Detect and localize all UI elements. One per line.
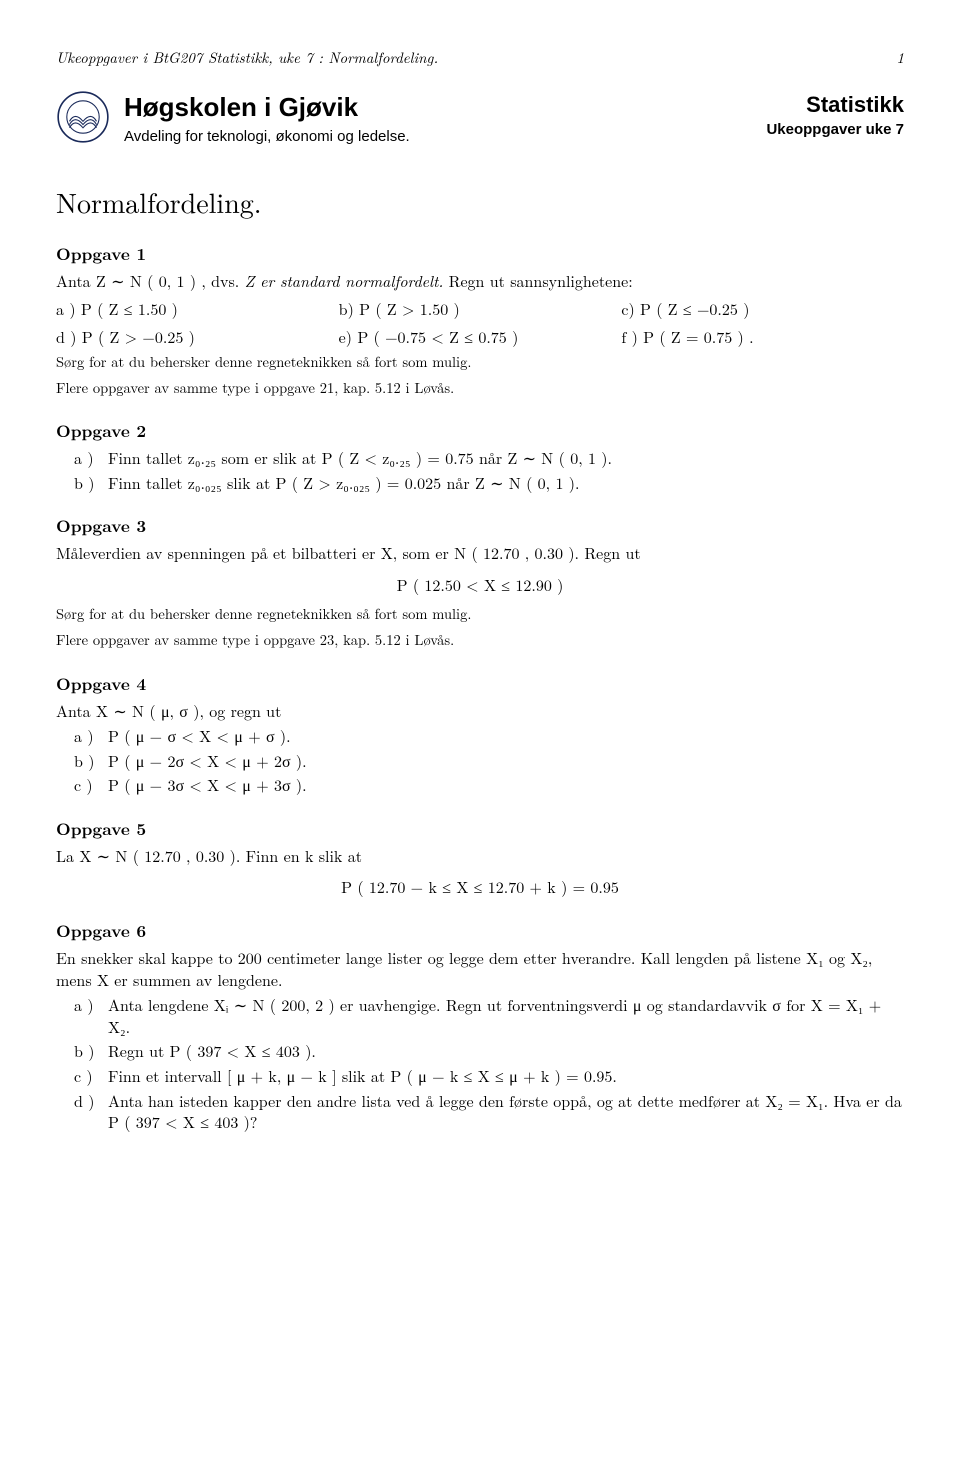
list-text: Regn ut P ( 397 < X ≤ 403 ). bbox=[108, 1040, 316, 1062]
document-masthead: Høgskolen i Gjøvik Avdeling for teknolog… bbox=[56, 90, 904, 147]
oppgave-6-c: c ) Finn et intervall [ μ + k, μ − k ] s… bbox=[56, 1065, 904, 1087]
oppgave-1-note-2: Flere oppgaver av samme type i oppgave 2… bbox=[56, 379, 904, 399]
list-label: c ) bbox=[74, 774, 100, 796]
list-text: Finn tallet z₀.₀₂₅ slik at P ( Z > z₀.₀₂… bbox=[108, 472, 579, 494]
oppgave-2-a: a ) Finn tallet z₀.₂₅ som er slik at P (… bbox=[56, 447, 904, 469]
oppgave-1-row-2: d ) P ( Z > −0.25 ) e) P ( −0.75 < Z ≤ 0… bbox=[56, 326, 904, 348]
oppgave-5-heading: Oppgave 5 bbox=[56, 818, 904, 841]
list-text: P ( μ − 3σ < X < μ + 3σ ). bbox=[108, 774, 307, 796]
document-title: Normalfordeling. bbox=[56, 184, 904, 222]
oppgave-1-note-1: Sørg for at du behersker denne regnetekn… bbox=[56, 353, 904, 373]
list-text: Anta han isteden kapper den andre lista … bbox=[108, 1090, 904, 1133]
list-label: a ) bbox=[74, 725, 100, 747]
course-block: Statistikk Ukeoppgaver uke 7 bbox=[766, 90, 904, 140]
oppgave-4-b: b ) P ( μ − 2σ < X < μ + 2σ ). bbox=[56, 750, 904, 772]
institution-name: Høgskolen i Gjøvik bbox=[124, 90, 752, 125]
oppgave-1-intro: Anta Z ∼ N ( 0, 1 ) , dvs. Z er standard… bbox=[56, 270, 904, 292]
oppgave-1-f: f ) P ( Z = 0.75 ) . bbox=[621, 326, 904, 348]
list-text: Finn et intervall [ μ + k, μ − k ] slik … bbox=[108, 1065, 617, 1087]
running-header-left: Ukeoppgaver i BtG207 Statistikk, uke 7 :… bbox=[56, 48, 438, 68]
list-text: P ( μ − 2σ < X < μ + 2σ ). bbox=[108, 750, 307, 772]
oppgave-1-row-1: a ) P ( Z ≤ 1.50 ) b) P ( Z > 1.50 ) c) … bbox=[56, 298, 904, 320]
course-name: Statistikk bbox=[766, 90, 904, 120]
list-label: a ) bbox=[74, 994, 100, 1037]
oppgave-6-a: a ) Anta lengdene Xᵢ ∼ N ( 200, 2 ) er u… bbox=[56, 994, 904, 1037]
list-label: c ) bbox=[74, 1065, 100, 1087]
oppgave-4-heading: Oppgave 4 bbox=[56, 673, 904, 696]
oppgave-1-heading: Oppgave 1 bbox=[56, 243, 904, 266]
oppgave-1-intro-c: Regn ut sannsynlighetene: bbox=[443, 269, 632, 292]
running-header-page: 1 bbox=[896, 48, 904, 68]
oppgave-1-a: a ) P ( Z ≤ 1.50 ) bbox=[56, 298, 339, 320]
oppgave-2-heading: Oppgave 2 bbox=[56, 420, 904, 443]
oppgave-6-intro: En snekker skal kappe to 200 centimeter … bbox=[56, 947, 904, 990]
institution-logo-icon bbox=[56, 90, 110, 144]
oppgave-1-b: b) P ( Z > 1.50 ) bbox=[339, 298, 622, 320]
oppgave-1-d: d ) P ( Z > −0.25 ) bbox=[56, 326, 339, 348]
institution-block: Høgskolen i Gjøvik Avdeling for teknolog… bbox=[124, 90, 752, 147]
oppgave-2-b: b ) Finn tallet z₀.₀₂₅ slik at P ( Z > z… bbox=[56, 472, 904, 494]
oppgave-3-heading: Oppgave 3 bbox=[56, 515, 904, 538]
oppgave-4-c: c ) P ( μ − 3σ < X < μ + 3σ ). bbox=[56, 774, 904, 796]
oppgave-3-equation: P ( 12.50 < X ≤ 12.90 ) bbox=[56, 574, 904, 596]
list-text: P ( μ − σ < X < μ + σ ). bbox=[108, 725, 291, 747]
running-header: Ukeoppgaver i BtG207 Statistikk, uke 7 :… bbox=[56, 48, 904, 68]
institution-department: Avdeling for teknologi, økonomi og ledel… bbox=[124, 127, 752, 147]
oppgave-1-c: c) P ( Z ≤ −0.25 ) bbox=[621, 298, 904, 320]
oppgave-6-b: b ) Regn ut P ( 397 < X ≤ 403 ). bbox=[56, 1040, 904, 1062]
oppgave-6-d: d ) Anta han isteden kapper den andre li… bbox=[56, 1090, 904, 1133]
list-text: Finn tallet z₀.₂₅ som er slik at P ( Z <… bbox=[108, 447, 612, 469]
oppgave-6-heading: Oppgave 6 bbox=[56, 920, 904, 943]
assignment-label: Ukeoppgaver uke 7 bbox=[766, 120, 904, 140]
oppgave-1-e: e) P ( −0.75 < Z ≤ 0.75 ) bbox=[339, 326, 622, 348]
oppgave-5-intro: La X ∼ N ( 12.70 , 0.30 ). Finn en k sli… bbox=[56, 845, 904, 867]
list-label: b ) bbox=[74, 1040, 100, 1062]
oppgave-1-intro-a: Anta Z ∼ N ( 0, 1 ) , dvs. bbox=[56, 269, 245, 292]
list-label: d ) bbox=[74, 1090, 100, 1133]
oppgave-4-intro: Anta X ∼ N ( μ, σ ), og regn ut bbox=[56, 700, 904, 722]
list-label: b ) bbox=[74, 750, 100, 772]
oppgave-3-note-1: Sørg for at du behersker denne regnetekn… bbox=[56, 605, 904, 625]
oppgave-5-equation: P ( 12.70 − k ≤ X ≤ 12.70 + k ) = 0.95 bbox=[56, 876, 904, 898]
oppgave-3-note-2: Flere oppgaver av samme type i oppgave 2… bbox=[56, 631, 904, 651]
oppgave-3-intro: Måleverdien av spenningen på et bilbatte… bbox=[56, 542, 904, 564]
oppgave-4-a: a ) P ( μ − σ < X < μ + σ ). bbox=[56, 725, 904, 747]
list-text: Anta lengdene Xᵢ ∼ N ( 200, 2 ) er uavhe… bbox=[108, 994, 904, 1037]
list-label: b ) bbox=[74, 472, 100, 494]
oppgave-1-intro-italic: Z er standard normalfordelt. bbox=[245, 269, 444, 292]
list-label: a ) bbox=[74, 447, 100, 469]
